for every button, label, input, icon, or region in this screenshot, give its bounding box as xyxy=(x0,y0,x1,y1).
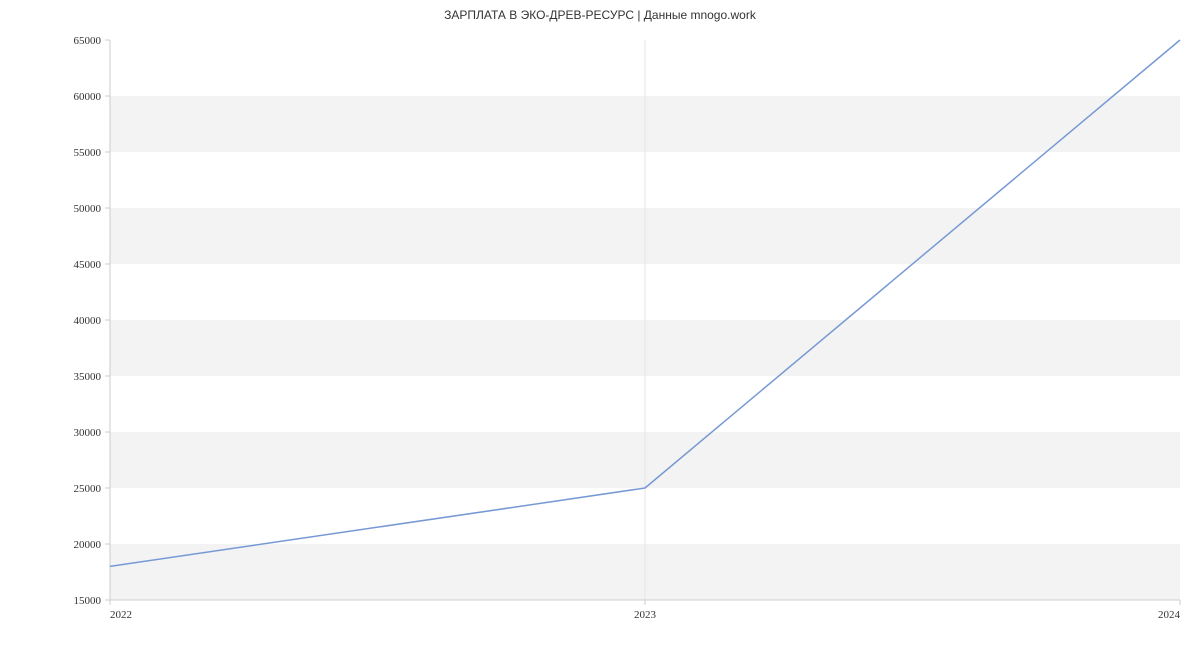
y-tick-label: 45000 xyxy=(74,259,102,271)
x-tick-label: 2023 xyxy=(634,609,657,621)
y-tick-label: 65000 xyxy=(74,35,102,47)
y-tick-label: 15000 xyxy=(74,595,102,607)
y-tick-label: 25000 xyxy=(74,483,102,495)
y-tick-label: 20000 xyxy=(74,539,102,551)
y-tick-label: 60000 xyxy=(74,91,102,103)
y-tick-label: 30000 xyxy=(74,427,102,439)
y-tick-label: 40000 xyxy=(74,315,102,327)
x-tick-label: 2024 xyxy=(1158,609,1181,621)
y-tick-label: 35000 xyxy=(74,371,102,383)
chart-title: ЗАРПЛАТА В ЭКО-ДРЕВ-РЕСУРС | Данные mnog… xyxy=(0,8,1200,22)
chart-svg: 15000 20000 25000 30000 35000 40000 45000 50000… xyxy=(0,0,1200,650)
y-tick-label: 50000 xyxy=(74,203,102,215)
y-tick-label: 55000 xyxy=(74,147,102,159)
salary-line-chart: ЗАРПЛАТА В ЭКО-ДРЕВ-РЕСУРС | Данные mnog… xyxy=(0,0,1200,650)
x-tick-label: 2022 xyxy=(110,609,132,621)
